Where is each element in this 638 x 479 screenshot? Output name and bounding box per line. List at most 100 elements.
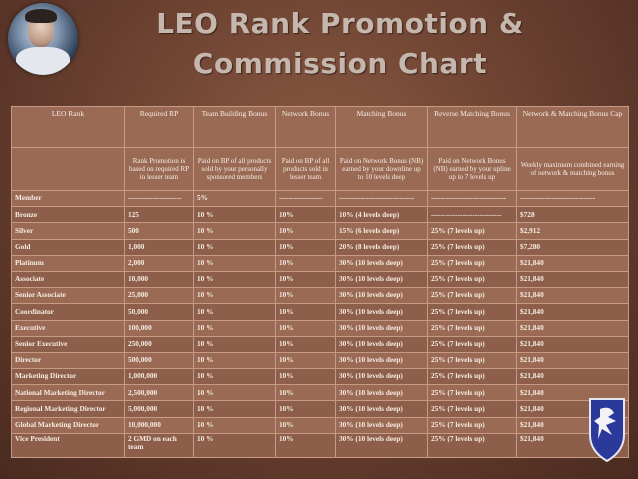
slide-title: LEO Rank Promotion & Commission Chart [90, 4, 590, 84]
table-cell: 25,000 [124, 287, 194, 305]
table-cell: 30% (10 levels deep) [335, 351, 428, 370]
table-cell: Platinum [11, 254, 125, 272]
table-cell: 100,000 [124, 319, 194, 337]
table-cell: 25% (7 levels up) [427, 368, 517, 386]
header-cell: Network & Matching Bonus Cap [516, 106, 629, 148]
table-cell: 10,000 [124, 270, 194, 289]
table-row: Member ---------------------- 5% ----------… [11, 189, 629, 208]
table-cell: Vice President [11, 432, 125, 458]
photo-hair [25, 9, 57, 23]
table-cell: 25% (7 levels up) [427, 400, 517, 418]
description-cell: Paid on Network Bonus (NB) earned by you… [427, 147, 517, 191]
table-cell: 250,000 [124, 335, 194, 353]
header-cell: LEO Rank [11, 106, 125, 148]
table-cell: 30% (10 levels deep) [335, 254, 428, 272]
table-cell: 30% (10 levels deep) [335, 416, 428, 434]
table-row: Bronze 125 10 % 10% 10% (4 levels deep) -----… [11, 206, 629, 224]
table-cell: Regional Marketing Director [11, 400, 125, 418]
table-row: Associate 10,000 10 % 10% 30% (10 levels dee… [11, 270, 629, 289]
table-cell: 10% [275, 384, 336, 402]
table-cell: 25% (7 levels up) [427, 319, 517, 337]
table-cell: ------------------------------- [427, 189, 517, 208]
header-cell: Team Building Bonus [193, 106, 276, 148]
table-row: Global Marketing Director 10,000,000 10 % 1… [11, 416, 629, 434]
table-cell: 5% [193, 189, 276, 208]
table-cell: 10 % [193, 270, 276, 289]
table-cell: 5,000,000 [124, 400, 194, 418]
table-cell: $21,840 [516, 319, 629, 337]
table-cell: 10 % [193, 287, 276, 305]
description-row: Rank Promotion is based on required RP i… [11, 147, 629, 191]
table-cell: 30% (10 levels deep) [335, 384, 428, 402]
table-cell: 30% (10 levels deep) [335, 287, 428, 305]
table-cell: Executive [11, 319, 125, 337]
table-cell: 30% (10 levels deep) [335, 335, 428, 353]
table-cell: $21,840 [516, 335, 629, 353]
table-cell: 25% (7 levels up) [427, 432, 517, 458]
table-cell: ---------------------- [124, 189, 194, 208]
table-cell: 10% [275, 335, 336, 353]
table-cell: 30% (10 levels deep) [335, 270, 428, 289]
table-cell: 10 % [193, 254, 276, 272]
table-cell: 10% [275, 270, 336, 289]
table-cell: 10 % [193, 416, 276, 434]
table-cell: $7,280 [516, 238, 629, 256]
table-cell: 10% [275, 351, 336, 370]
table-row: Coordinator 50,000 10 % 10% 30% (10 levels d… [11, 303, 629, 321]
table-cell: 10% [275, 238, 336, 256]
table-row: Platinum 2,000 10 % 10% 30% (10 levels deep)… [11, 254, 629, 272]
table-cell: Global Marketing Director [11, 416, 125, 434]
description-cell [11, 147, 125, 191]
table-cell: 10% [275, 416, 336, 434]
table-cell: 10% [275, 287, 336, 305]
table-cell: 10% [275, 368, 336, 386]
presenter-photo [8, 3, 78, 75]
table-cell: 10% [275, 206, 336, 224]
table-cell: 10% [275, 222, 336, 240]
table-row: Senior Executive 250,000 10 % 10% 30% (10 le… [11, 335, 629, 353]
table-row: Silver 500 10 % 10% 15% (6 levels deep) 25% (… [11, 222, 629, 240]
table-cell: 25% (7 levels up) [427, 287, 517, 305]
table-cell: 10 % [193, 432, 276, 458]
table-cell: 10 % [193, 335, 276, 353]
table-cell: 25% (7 levels up) [427, 254, 517, 272]
table-cell: $21,840 [516, 287, 629, 305]
header-cell: Reverse Matching Bonus [427, 106, 517, 148]
table-cell: 30% (10 levels deep) [335, 368, 428, 386]
description-cell: Paid on BP of all products sold by your … [193, 147, 276, 191]
table-cell: $21,840 [516, 254, 629, 272]
table-row: Executive 100,000 10 % 10% 30% (10 levels de… [11, 319, 629, 337]
table-cell: 30% (10 levels deep) [335, 400, 428, 418]
table-cell: 1,000,000 [124, 368, 194, 386]
table-cell: 1,000 [124, 238, 194, 256]
table-cell: 25% (7 levels up) [427, 335, 517, 353]
table-cell: 10 % [193, 351, 276, 370]
table-cell: 15% (6 levels deep) [335, 222, 428, 240]
table-cell: 125 [124, 206, 194, 224]
table-cell: Member [11, 189, 125, 208]
table-cell: 30% (10 levels deep) [335, 319, 428, 337]
table-cell: 30% (10 levels deep) [335, 432, 428, 458]
table-cell: $728 [516, 206, 629, 224]
table-cell: ------------------ [275, 189, 336, 208]
table-row: Regional Marketing Director 5,000,000 10 %… [11, 400, 629, 418]
header-cell: Network Bonus [275, 106, 336, 148]
description-cell: Paid on BP of all products sold in lesse… [275, 147, 336, 191]
table-cell: ----------------------------- [427, 206, 517, 224]
rank-commission-table: LEO Rank Required RP Team Building Bonus… [11, 106, 629, 458]
table-cell: 2,000 [124, 254, 194, 272]
table-cell: 25% (7 levels up) [427, 384, 517, 402]
shield-emblem-icon [589, 398, 625, 463]
table-cell: ------------------------------- [335, 189, 428, 208]
table-cell: 2,500,000 [124, 384, 194, 402]
table-cell: 10 % [193, 384, 276, 402]
table-cell: 50,000 [124, 303, 194, 321]
table-cell: Gold [11, 238, 125, 256]
table-cell: $21,840 [516, 351, 629, 370]
description-cell: Weekly maximum combined earning of netwo… [516, 147, 629, 191]
table-cell: 10,000,000 [124, 416, 194, 434]
header-cell: Matching Bonus [335, 106, 428, 148]
table-cell: 10% [275, 319, 336, 337]
table-cell: 25% (7 levels up) [427, 238, 517, 256]
table-cell: Bronze [11, 206, 125, 224]
